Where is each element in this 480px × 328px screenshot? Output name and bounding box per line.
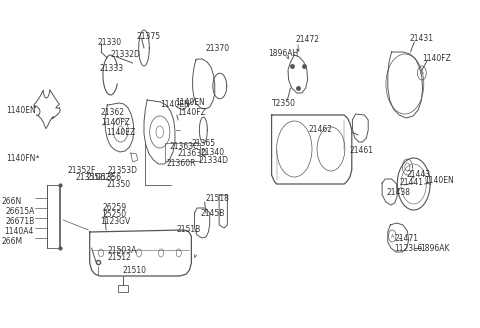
Text: 21461: 21461 (350, 146, 374, 155)
Text: 21340: 21340 (201, 148, 225, 157)
Text: A: A (420, 71, 424, 75)
Text: 21362: 21362 (100, 108, 124, 117)
Text: 1123GV: 1123GV (100, 217, 130, 226)
Text: 1140EN: 1140EN (6, 106, 36, 115)
Text: 21360R: 21360R (166, 159, 196, 168)
Text: 21062E: 21062E (86, 173, 115, 182)
Text: 1140EN: 1140EN (424, 176, 454, 185)
Text: 26671B: 26671B (6, 217, 35, 226)
Text: 1140EN: 1140EN (160, 100, 190, 109)
Text: 21350: 21350 (106, 180, 130, 189)
Text: 1140FZ: 1140FZ (101, 118, 130, 127)
Bar (166, 143, 200, 161)
Text: 21363C: 21363C (169, 142, 199, 151)
Text: 21363D: 21363D (178, 149, 207, 158)
Text: A: A (391, 234, 394, 238)
Text: 21510: 21510 (122, 266, 146, 275)
Text: 26615A: 26615A (6, 207, 35, 216)
Text: 2145B: 2145B (201, 209, 225, 218)
Text: 21518: 21518 (206, 194, 230, 203)
Text: 1896AK: 1896AK (420, 244, 450, 253)
Text: 21438: 21438 (386, 188, 410, 197)
Text: 1140A4: 1140A4 (4, 227, 34, 236)
Text: 21355: 21355 (75, 173, 99, 182)
Text: 1140EN: 1140EN (176, 98, 205, 107)
Text: 266N: 266N (2, 197, 22, 206)
Text: 1123L6: 1123L6 (394, 244, 422, 253)
Text: 21356: 21356 (97, 173, 121, 182)
Text: 2151B: 2151B (177, 225, 201, 234)
Text: 21441: 21441 (399, 178, 423, 187)
Text: 21512: 21512 (108, 253, 131, 262)
Text: T2350: T2350 (272, 99, 296, 108)
Text: 21353D: 21353D (108, 166, 138, 175)
Text: 21352F: 21352F (68, 166, 96, 175)
Text: 25250: 25250 (103, 210, 127, 219)
Text: 21375: 21375 (136, 32, 160, 41)
Text: 1140FZ: 1140FZ (422, 54, 451, 63)
Text: 21472: 21472 (296, 35, 320, 44)
Bar (118, 285, 128, 292)
Text: 1140FN: 1140FN (6, 154, 36, 163)
Text: 21330: 21330 (98, 38, 122, 47)
Text: 21471: 21471 (394, 234, 418, 243)
Text: 21443: 21443 (407, 170, 431, 179)
Text: 1140FZ: 1140FZ (178, 108, 206, 117)
Text: 1140EZ: 1140EZ (106, 128, 135, 137)
Text: 21333: 21333 (100, 64, 124, 73)
Text: 266M: 266M (2, 237, 23, 246)
Text: 21332D: 21332D (110, 50, 141, 59)
Text: 21503A: 21503A (108, 246, 137, 255)
Text: 26259: 26259 (103, 203, 127, 212)
Text: 21365: 21365 (192, 139, 216, 148)
Text: 21370: 21370 (205, 44, 229, 53)
Text: 21334D: 21334D (198, 156, 228, 165)
Text: 21431: 21431 (409, 34, 433, 43)
Text: 21462: 21462 (308, 125, 332, 134)
Text: 1896AH: 1896AH (268, 49, 298, 58)
